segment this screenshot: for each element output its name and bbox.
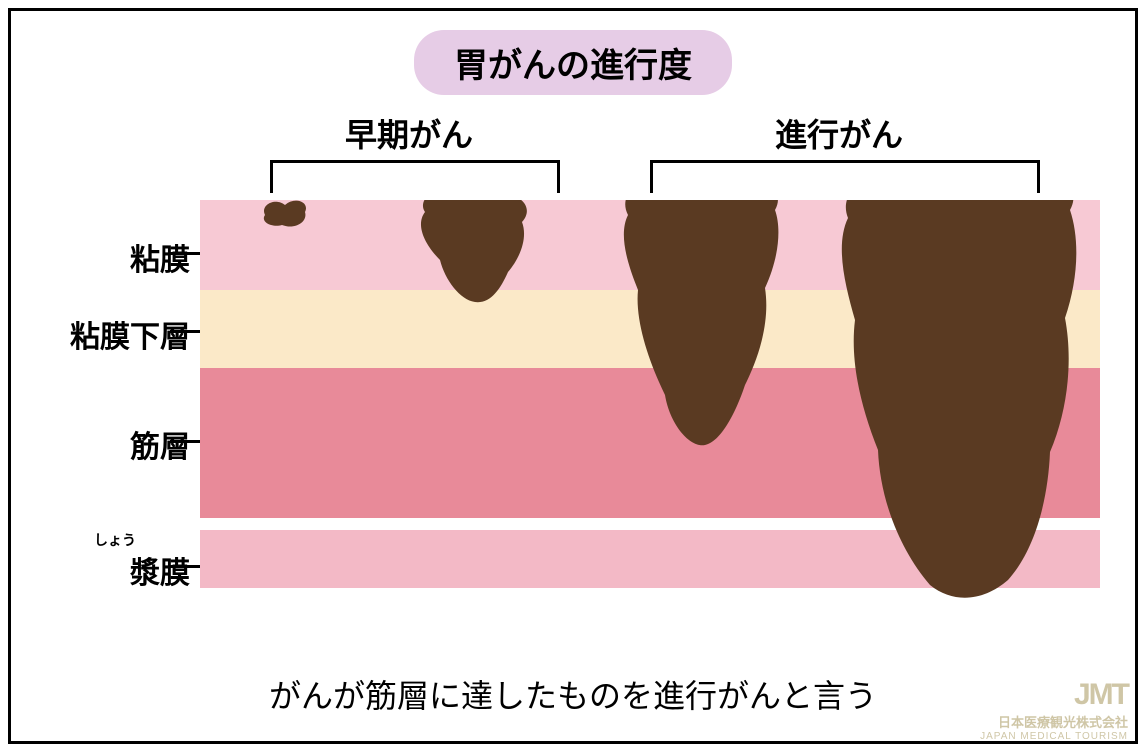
tick-mucosa [170,252,200,255]
caption-text: がんが筋層に達したものを進行がんと言う [269,671,877,717]
layer-gap [200,518,1100,530]
bracket-advanced [650,160,1040,190]
label-serosa: 漿膜 [130,548,190,592]
tissue-layers [200,200,1100,600]
label-muscle: 筋層 [130,422,190,466]
layer-submucosa [200,290,1100,368]
stage-label-advanced: 進行がん [775,110,903,156]
bracket-early [270,160,560,190]
tick-submucosa [170,330,200,333]
layer-muscle [200,368,1100,518]
tick-serosa [170,565,200,568]
watermark-jp: 日本医療観光株式会社 [980,712,1128,731]
watermark: JMT 日本医療観光株式会社 JAPAN MEDICAL TOURISM [980,678,1128,742]
diagram-title: 胃がんの進行度 [414,30,732,95]
label-submucosa: 粘膜下層 [70,312,190,356]
layer-mucosa [200,200,1100,290]
ruby-serosa: しょう [94,530,136,550]
watermark-logo: JMT [980,678,1128,712]
layer-serosa [200,530,1100,588]
label-mucosa: 粘膜 [130,235,190,279]
watermark-en: JAPAN MEDICAL TOURISM [980,731,1128,742]
tick-muscle [170,440,200,443]
stage-label-early: 早期がん [345,110,473,156]
